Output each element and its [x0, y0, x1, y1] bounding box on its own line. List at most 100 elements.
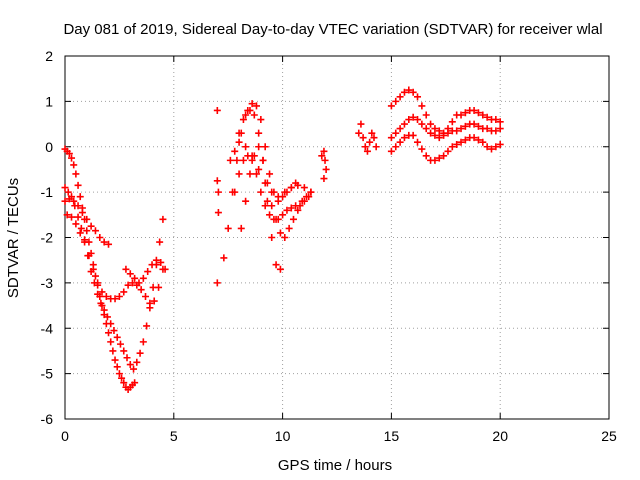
- series-arc-8: [226, 100, 300, 205]
- data-point: [226, 156, 234, 164]
- data-point: [396, 125, 404, 133]
- data-point: [133, 358, 141, 366]
- data-point: [136, 349, 144, 357]
- data-point: [250, 111, 258, 119]
- data-point: [120, 347, 128, 355]
- data-point: [422, 111, 430, 119]
- data-point: [303, 193, 311, 201]
- data-point: [76, 229, 84, 237]
- data-point: [131, 379, 139, 387]
- data-point: [126, 361, 134, 369]
- data-point: [392, 143, 400, 151]
- data-point: [392, 97, 400, 105]
- data-point: [89, 265, 97, 273]
- y-tick-label: -2: [41, 230, 54, 246]
- data-point: [150, 297, 158, 305]
- data-point: [431, 125, 439, 133]
- data-point: [68, 213, 76, 221]
- data-point: [461, 122, 469, 130]
- data-point: [113, 363, 121, 371]
- y-tick-label: -3: [41, 275, 54, 291]
- data-point: [268, 234, 276, 241]
- data-point: [122, 265, 130, 273]
- data-point: [289, 215, 297, 223]
- data-point: [431, 131, 439, 139]
- data-point: [237, 224, 245, 232]
- data-point: [387, 147, 395, 155]
- data-point: [387, 102, 395, 110]
- data-point: [372, 143, 380, 151]
- data-point: [74, 181, 82, 189]
- data-point: [276, 265, 284, 273]
- data-point: [120, 288, 128, 296]
- data-point: [250, 152, 258, 160]
- data-point: [272, 261, 280, 269]
- data-point: [142, 292, 150, 300]
- y-tick-label: -6: [41, 411, 54, 427]
- data-point: [457, 138, 465, 146]
- data-point: [259, 156, 267, 164]
- data-point: [148, 261, 156, 269]
- data-point: [74, 202, 82, 210]
- data-point: [492, 143, 500, 151]
- data-point: [242, 143, 250, 151]
- data-point: [483, 125, 491, 133]
- data-point: [152, 256, 160, 264]
- data-point: [213, 106, 221, 114]
- y-tick-label: 2: [45, 48, 53, 64]
- data-point: [268, 188, 276, 196]
- data-point: [487, 145, 495, 153]
- data-point: [492, 116, 500, 124]
- data-point: [457, 125, 465, 133]
- series-arc-17: [457, 106, 504, 126]
- data-point: [294, 181, 302, 189]
- data-point: [214, 209, 222, 217]
- data-point: [155, 283, 163, 291]
- data-point: [479, 138, 487, 146]
- data-point: [276, 229, 284, 237]
- y-tick-label: -1: [41, 184, 54, 200]
- data-point: [440, 152, 448, 160]
- data-point: [214, 188, 222, 196]
- data-point: [266, 170, 274, 178]
- data-point: [414, 138, 422, 146]
- data-point: [224, 224, 232, 232]
- data-point: [435, 134, 443, 142]
- data-point: [287, 204, 295, 212]
- data-point: [100, 238, 108, 246]
- data-point: [130, 365, 138, 373]
- y-axis-label: SDTVAR / TECUs: [5, 178, 22, 298]
- series-arc-10: [235, 138, 315, 201]
- data-point: [109, 347, 117, 355]
- data-point: [409, 88, 417, 96]
- data-point: [252, 102, 260, 110]
- data-point: [123, 354, 131, 362]
- data-point: [453, 140, 461, 148]
- data-point: [496, 118, 504, 126]
- data-point: [235, 170, 243, 178]
- data-point: [239, 116, 247, 124]
- data-point: [137, 286, 145, 294]
- data-point: [70, 197, 78, 205]
- data-point: [257, 116, 265, 124]
- data-point: [139, 338, 147, 346]
- series-arc-6: [213, 106, 222, 287]
- data-point: [64, 188, 72, 196]
- data-point: [105, 240, 113, 248]
- data-point: [368, 129, 376, 137]
- data-point: [87, 222, 95, 230]
- data-point: [131, 274, 139, 282]
- data-point: [231, 188, 239, 196]
- data-point: [213, 279, 221, 287]
- series-arc-13: [355, 120, 380, 155]
- data-point: [405, 86, 413, 94]
- data-point: [120, 379, 128, 387]
- data-point: [396, 93, 404, 101]
- data-point: [474, 109, 482, 117]
- data-point: [357, 120, 365, 128]
- data-point: [65, 150, 73, 158]
- data-point: [272, 215, 280, 223]
- data-point: [361, 143, 369, 151]
- data-point: [392, 129, 400, 137]
